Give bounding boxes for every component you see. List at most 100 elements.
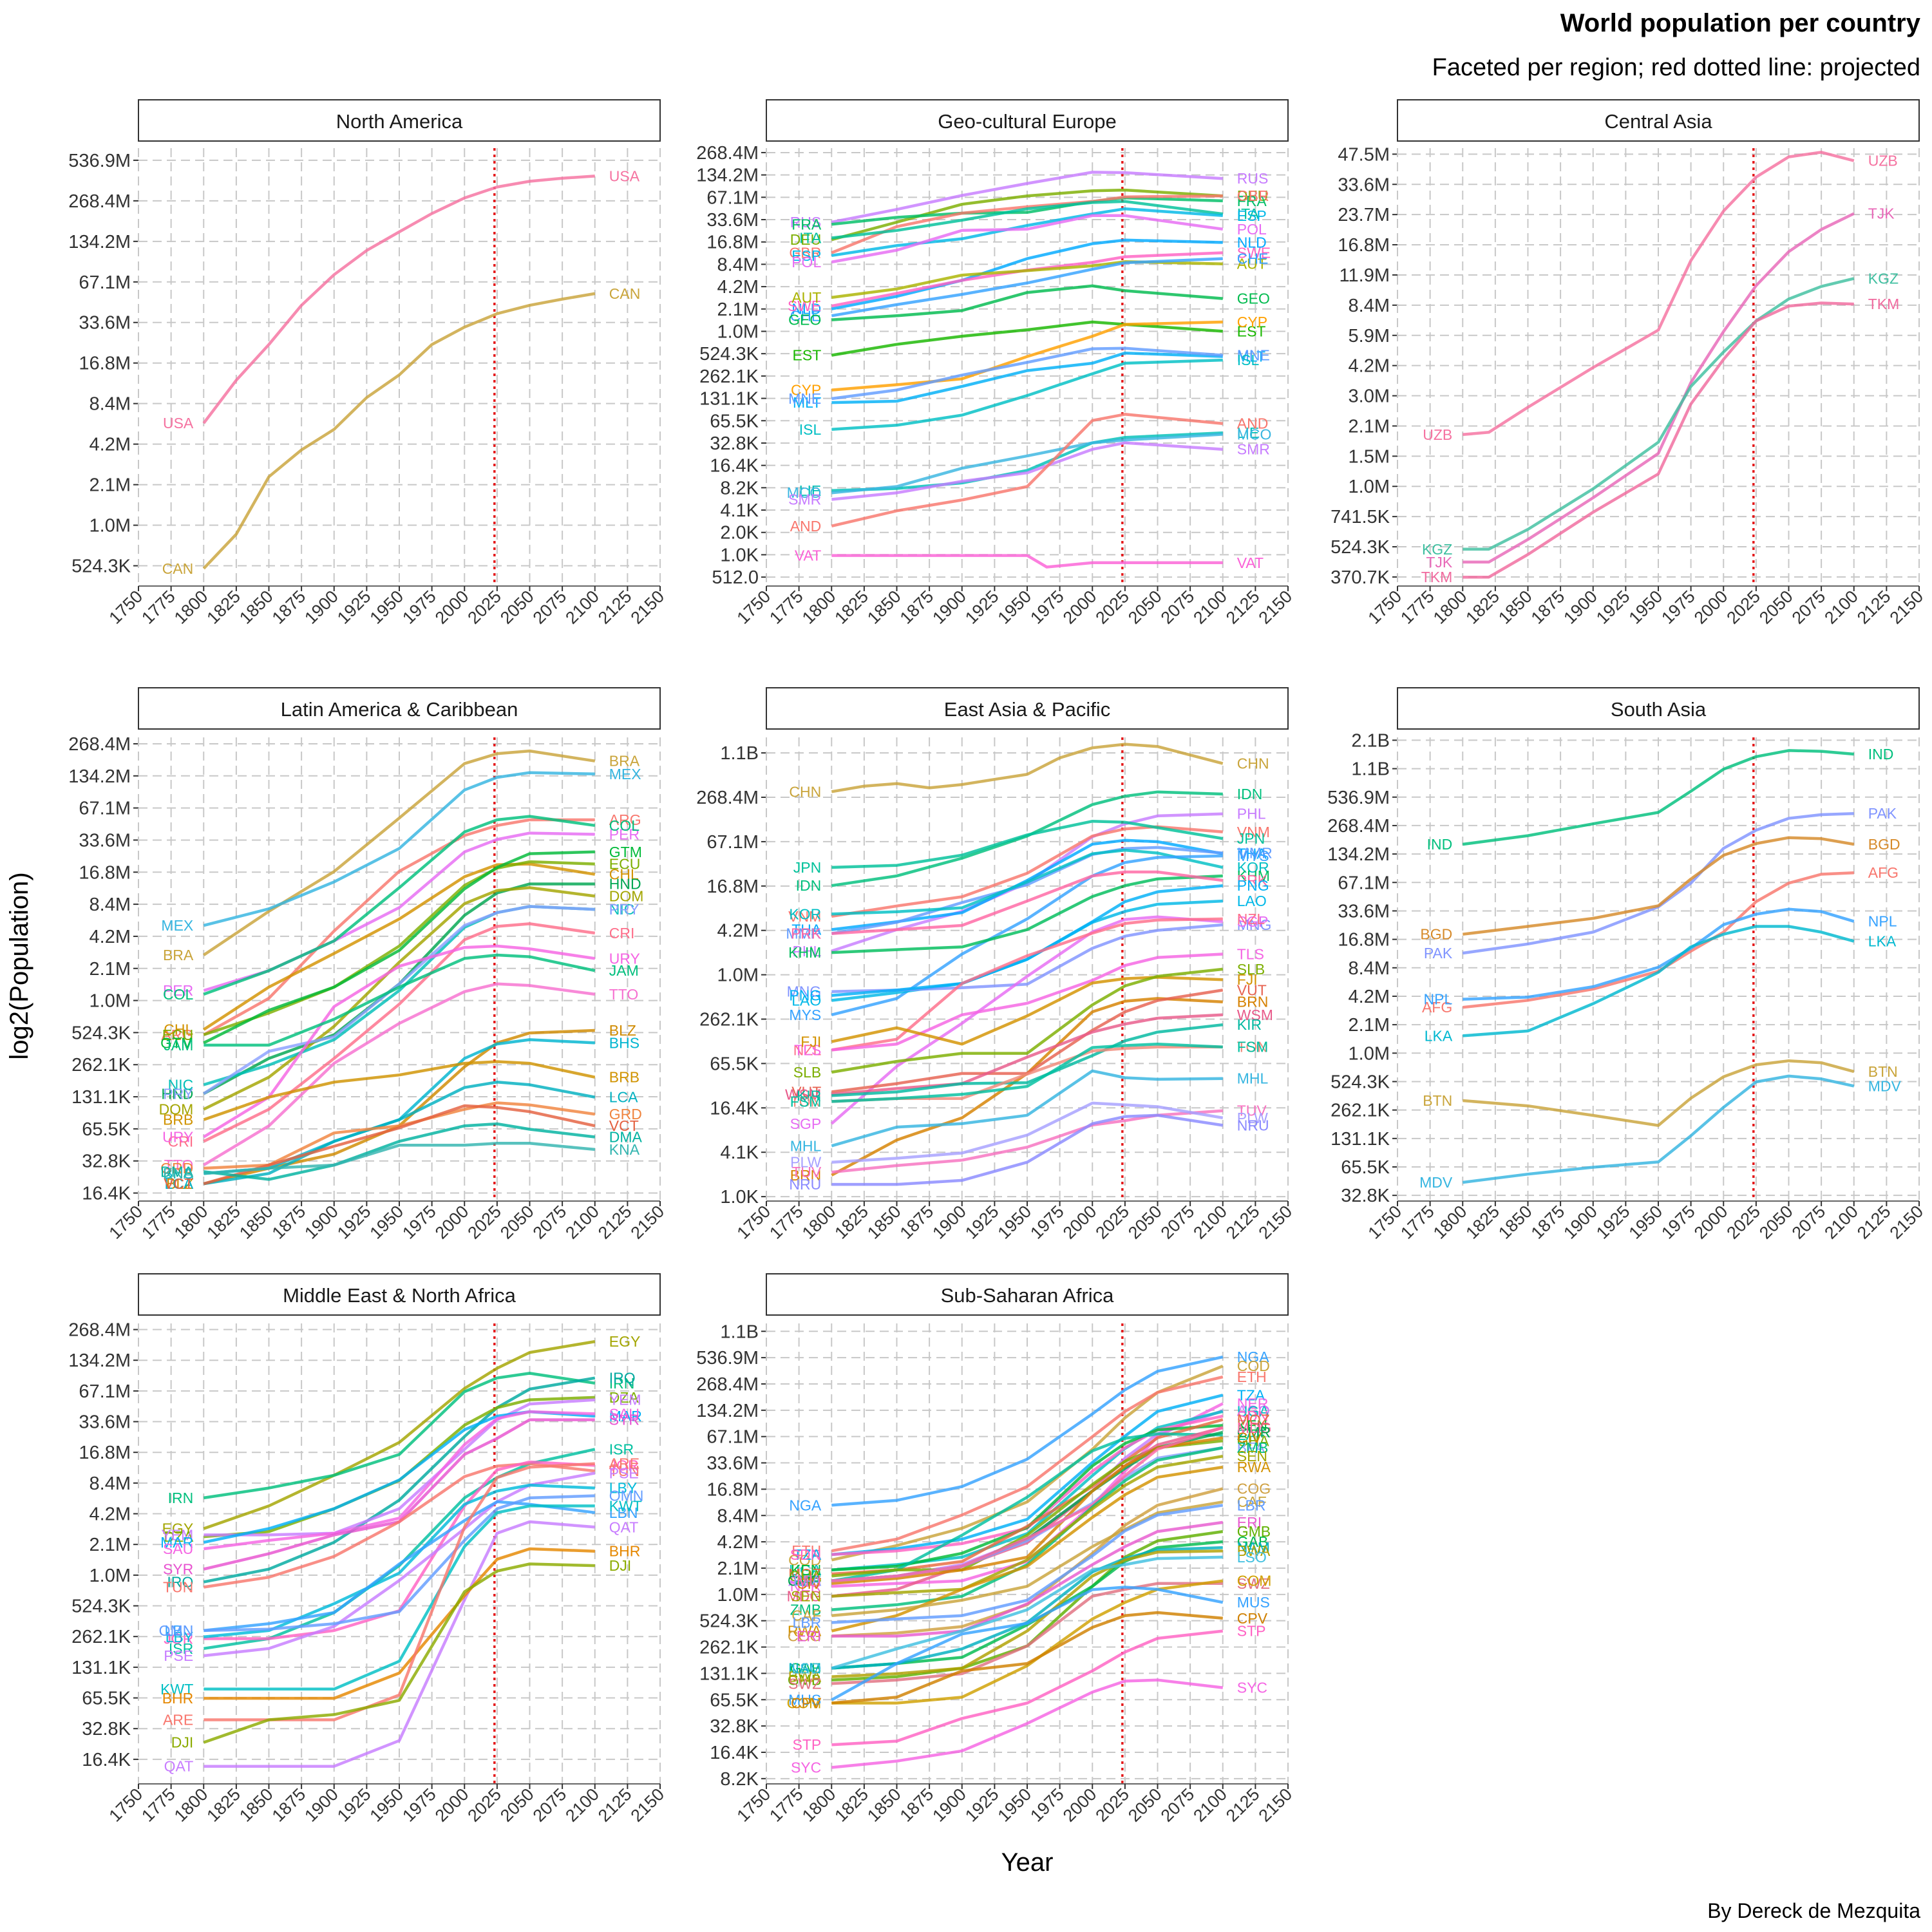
series-line [204,1122,596,1181]
series-start-label: DOM [159,1101,194,1118]
series-start-label: GAB [790,1660,822,1676]
series-end-label: DMA [609,1128,643,1145]
y-tick-label: 370.7K [1331,567,1390,588]
y-tick-label: 134.2M [68,1350,131,1371]
series-line [831,1579,1224,1705]
series-end-label: AGO [1237,1402,1270,1419]
y-tick-label: 33.6M [79,1412,131,1433]
y-tick-label: 8.4M [717,254,759,275]
series-start-label: PRY [163,1085,193,1102]
x-tick-label: 1975 [399,587,440,628]
series-start-label: FJI [800,1033,821,1050]
y-tick-label: 23.7M [1338,205,1390,225]
series-start-label: SYC [791,1759,821,1776]
y-tick-label: 268.4M [696,788,759,808]
x-tick-label: 1800 [1430,587,1471,628]
series-end-label: OMN [609,1488,644,1504]
series-line [1463,749,1854,846]
x-tick-label: 1875 [269,587,310,628]
x-tick-label: 2025 [1723,1202,1764,1243]
x-tick-label: 2150 [1255,1785,1296,1826]
series-line [203,982,596,1167]
series-end-label: KGZ [1868,270,1899,287]
y-tick-label: 8.2K [720,478,759,498]
y-tick-label: 8.4M [90,394,131,415]
series-line [831,200,1224,240]
series-start-label: JPN [793,859,821,876]
series-line [831,1426,1224,1582]
series-end-label: NGA [1237,1349,1270,1365]
x-tick-label: 1875 [1528,587,1569,628]
x-tick-label: 2100 [562,1202,603,1243]
series-start-label: FSM [790,1093,822,1110]
series-end-label: IDN [1237,786,1263,802]
series-end-label: KWT [609,1497,642,1514]
series-start-label: GTM [160,1034,193,1051]
facet-panel: Middle East & North Africa 16.4K 32.8K 65.5… [68,1273,668,1826]
x-tick-label: 2050 [497,587,538,628]
series-start-label: IRQ [167,1573,193,1590]
x-tick-label: 1825 [831,1785,872,1826]
series-start-label: MHL [790,1137,822,1154]
series-line [203,882,595,1095]
series-start-label: KEN [791,1562,821,1578]
x-tick-label: 1925 [961,1202,1003,1243]
facet-panel: Sub-Saharan Africa 8.2K 16.4K 32.8K 65.5K 131… [696,1273,1296,1826]
series-end-label: CHE [1237,251,1269,267]
series-end-label: JOR [609,1457,639,1473]
series-start-label: EST [793,347,822,364]
series-start-label: MDV [1419,1174,1453,1191]
series-end-label: MLT [1237,348,1265,365]
y-tick-label: 1.0K [720,1187,759,1208]
series-end-label: HND [609,876,641,893]
series-start-label: MEX [161,917,193,934]
series-start-label: THA [791,921,822,938]
x-tick-label: 1925 [1593,587,1634,628]
y-tick-label: 16.4K [710,1098,759,1119]
series-start-label: LIE [799,482,822,499]
series-line [203,1028,595,1186]
series-end-label: FSM [1237,1039,1269,1056]
series-end-label: COL [609,817,640,834]
y-tick-label: 1.0M [90,1566,131,1586]
facet-strip [766,1273,1289,1316]
series-end-label: MYS [1237,848,1269,864]
series-start-label: IDN [796,877,822,894]
series-start-label: LBR [793,1614,822,1631]
series-end-label: ECU [609,856,641,873]
series-start-label: PSE [164,1647,193,1664]
x-tick-label: 2025 [464,1202,505,1243]
x-tick-label: 1875 [269,1785,310,1826]
series-line [831,554,1223,569]
y-tick-label: 8.4M [1349,958,1390,979]
series-end-label: WSM [1237,1007,1273,1023]
y-tick-label: 5.9M [1349,326,1390,346]
series-end-label: DZA [609,1389,639,1406]
series-start-label: BHS [163,1165,193,1182]
x-tick-label: 1800 [171,587,212,628]
y-tick-label: 65.5K [710,1690,759,1710]
x-tick-label: 2075 [1157,1202,1198,1243]
y-tick-label: 11.9M [1340,265,1390,286]
series-end-label: EGY [609,1333,641,1350]
y-tick-label: 536.9M [1327,788,1390,808]
series-line [203,1340,596,1530]
series-end-label: IRQ [609,1370,636,1387]
series-start-label: MYS [789,1007,821,1023]
x-tick-label: 1850 [864,587,905,628]
series-end-label: ISR [609,1441,634,1457]
series-line [831,1555,1223,1670]
y-axis-label: log2(Population) [5,872,33,1060]
series-end-label: CPV [1237,1610,1268,1627]
series-start-label: KWT [160,1681,193,1698]
y-tick-label: 67.1M [706,187,759,208]
y-tick-label: 1.0M [90,516,131,536]
series-line [831,848,1224,916]
series-start-label: LBY [166,1629,193,1645]
x-tick-label: 1925 [961,587,1003,628]
x-tick-label: 1825 [203,587,244,628]
series-start-label: MLI [797,1573,821,1589]
series-start-label: VCT [164,1175,193,1192]
series-end-label: LBR [1237,1497,1266,1513]
y-tick-label: 67.1M [706,1427,759,1448]
